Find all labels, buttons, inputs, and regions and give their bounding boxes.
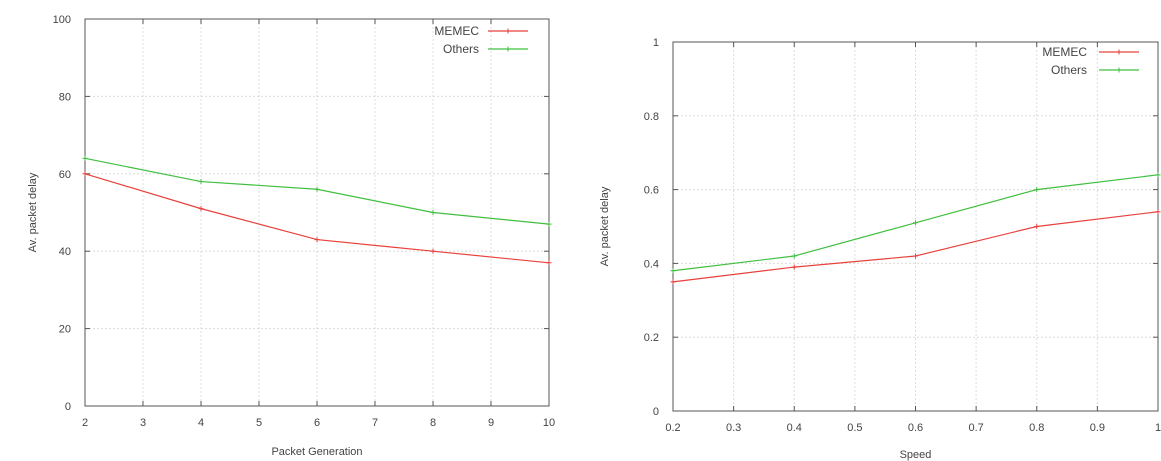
data-point [913,253,918,259]
x-tick-label: 6 [314,417,320,429]
x-tick-label: 0.9 [1090,422,1105,434]
data-point [314,186,320,192]
chart-speed: 0.2 0.3 0.4 0.5 0.6 0.7 0.8 0.9 1 0 0.2 0.4 0.6 0.8 1 S… [599,37,1161,461]
data-point [1034,224,1040,229]
x-tick-label: 0.4 [787,422,802,434]
x-tick-label: 7 [372,417,378,429]
legend-label: MEMEC [434,24,479,38]
y-axis: 0 0.2 0.4 0.6 0.8 1 [644,37,1158,418]
data-point [430,248,436,254]
data-point [430,210,436,215]
data-point [791,264,797,270]
x-axis: 2 3 4 5 6 7 8 9 10 [82,19,555,429]
data-point [913,220,918,226]
x-tick-label: 9 [488,417,494,429]
x-tick-label: 3 [140,417,146,429]
series-memec [82,171,552,266]
series-others [82,155,552,227]
y-tick-label: 20 [59,324,71,336]
y-tick-label: 40 [59,246,71,258]
x-axis-title: Speed [900,449,932,461]
y-tick-label: 0.2 [644,332,659,344]
series-others [670,172,1161,274]
grid [84,18,550,407]
x-tick-label: 0.2 [665,422,680,434]
y-tick-label: 60 [59,169,71,181]
x-tick-label: 0.7 [968,422,983,434]
data-point [198,206,204,212]
x-tick-label: 10 [543,417,555,429]
x-tick-label: 0.3 [726,422,741,434]
y-tick-label: 80 [59,91,71,103]
x-axis: 0.2 0.3 0.4 0.5 0.6 0.7 0.8 0.9 1 [665,42,1161,434]
data-point [82,155,88,161]
data-point [1155,209,1161,215]
y-tick-label: 1 [653,37,659,49]
data-point [198,179,204,185]
data-point [314,237,320,243]
y-tick-label: 100 [53,14,71,26]
data-point [791,253,797,259]
data-point [546,260,552,266]
x-tick-label: 0.8 [1029,422,1044,434]
grid [672,41,1159,412]
legend-label: MEMEC [1042,45,1087,59]
legend: MEMEC Others [434,24,528,56]
legend: MEMEC Others [1042,45,1139,77]
legend-label: Others [1051,63,1087,77]
y-tick-label: 0.8 [644,111,659,123]
x-tick-label: 0.6 [908,422,923,434]
x-tick-label: 2 [82,417,88,429]
x-tick-label: 8 [430,417,436,429]
x-tick-label: 0.5 [847,422,862,434]
y-tick-label: 0.6 [644,185,659,197]
legend-marker [505,28,511,34]
y-axis-title: Av. packet delay [27,172,39,252]
data-point [1034,187,1040,193]
legend-label: Others [443,42,479,56]
y-tick-label: 0 [65,401,71,413]
x-tick-label: 4 [198,417,204,429]
x-axis-title: Packet Generation [271,446,362,458]
x-tick-label: 1 [1155,422,1161,434]
y-axis: 0 20 40 60 80 100 [53,14,549,413]
y-tick-label: 0.4 [644,258,659,270]
y-axis-title: Av. packet delay [599,186,611,266]
data-point [82,171,88,177]
data-point [1155,172,1161,178]
data-point [670,279,676,285]
x-tick-label: 5 [256,417,262,429]
legend-marker [1116,67,1122,73]
legend-marker [1116,49,1122,55]
legend-marker [505,46,511,52]
series-memec [670,209,1161,285]
data-point [670,268,676,274]
y-tick-label: 0 [653,406,659,418]
data-point [546,221,552,227]
